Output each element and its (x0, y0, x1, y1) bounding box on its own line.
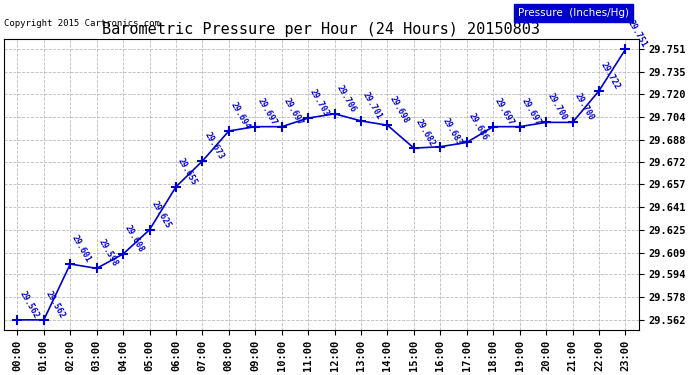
Pressure  (Inches/Hg) (119, 252, 127, 256)
Text: 29.698: 29.698 (388, 95, 411, 125)
Pressure  (Inches/Hg) (621, 47, 629, 52)
Text: 29.655: 29.655 (176, 156, 199, 187)
Text: 29.703: 29.703 (308, 88, 331, 118)
Text: 29.598: 29.598 (97, 238, 119, 268)
Pressure  (Inches/Hg) (462, 140, 471, 145)
Pressure  (Inches/Hg) (66, 262, 75, 266)
Pressure  (Inches/Hg) (436, 144, 444, 149)
Pressure  (Inches/Hg) (225, 129, 233, 133)
Text: Copyright 2015 Cartronics.com: Copyright 2015 Cartronics.com (4, 19, 160, 28)
Pressure  (Inches/Hg) (569, 120, 577, 124)
Pressure  (Inches/Hg) (92, 266, 101, 271)
Text: 29.673: 29.673 (202, 130, 225, 161)
Pressure  (Inches/Hg) (304, 116, 313, 120)
Text: 29.686: 29.686 (466, 112, 490, 142)
Text: 29.706: 29.706 (335, 83, 357, 114)
Text: 29.608: 29.608 (123, 224, 146, 254)
Text: 29.562: 29.562 (44, 290, 67, 320)
Title: Barometric Pressure per Hour (24 Hours) 20150803: Barometric Pressure per Hour (24 Hours) … (102, 22, 540, 37)
Text: 29.697: 29.697 (255, 96, 278, 127)
Text: 29.625: 29.625 (150, 199, 172, 230)
Text: 29.683: 29.683 (440, 116, 463, 147)
Pressure  (Inches/Hg) (198, 159, 206, 163)
Text: 29.697: 29.697 (520, 96, 542, 127)
Pressure  (Inches/Hg) (277, 124, 286, 129)
Text: 29.701: 29.701 (361, 90, 384, 121)
Text: 29.722: 29.722 (599, 60, 622, 91)
Pressure  (Inches/Hg) (595, 88, 603, 93)
Pressure  (Inches/Hg) (146, 228, 154, 232)
Pressure  (Inches/Hg) (489, 124, 497, 129)
Text: 29.694: 29.694 (229, 100, 252, 131)
Text: 29.697: 29.697 (282, 96, 304, 127)
Pressure  (Inches/Hg) (357, 119, 365, 123)
Text: 29.697: 29.697 (493, 96, 516, 127)
Legend: Pressure  (Inches/Hg): Pressure (Inches/Hg) (514, 4, 633, 22)
Pressure  (Inches/Hg) (410, 146, 418, 150)
Text: 29.601: 29.601 (70, 234, 93, 264)
Line: Pressure  (Inches/Hg): Pressure (Inches/Hg) (12, 45, 630, 325)
Pressure  (Inches/Hg) (515, 124, 524, 129)
Text: 29.682: 29.682 (414, 118, 437, 148)
Pressure  (Inches/Hg) (542, 120, 550, 124)
Text: 29.751: 29.751 (625, 19, 648, 50)
Pressure  (Inches/Hg) (13, 318, 21, 322)
Pressure  (Inches/Hg) (40, 318, 48, 322)
Text: 29.562: 29.562 (17, 290, 40, 320)
Pressure  (Inches/Hg) (331, 111, 339, 116)
Text: 29.700: 29.700 (573, 92, 595, 122)
Text: 29.700: 29.700 (546, 92, 569, 122)
Pressure  (Inches/Hg) (384, 123, 392, 128)
Pressure  (Inches/Hg) (251, 124, 259, 129)
Pressure  (Inches/Hg) (172, 184, 180, 189)
